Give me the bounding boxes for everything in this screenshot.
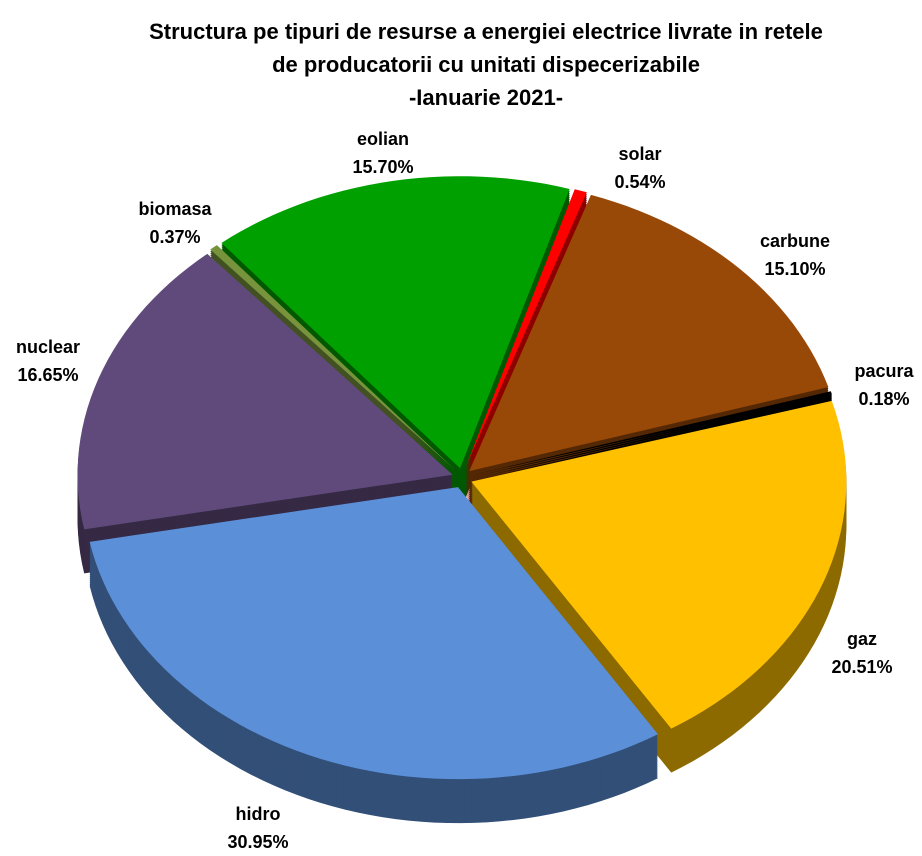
- slice: [471, 391, 832, 476]
- slice: [465, 189, 587, 469]
- slice-label: nuclear: [16, 337, 80, 357]
- slice: [77, 253, 453, 530]
- slice-value-label: 0.18%: [858, 389, 909, 409]
- slice-label: pacura: [854, 361, 914, 381]
- slice: [469, 194, 829, 472]
- slice-label: biomasa: [138, 199, 212, 219]
- slice-label: carbune: [760, 231, 830, 251]
- slice-value-label: 15.70%: [352, 157, 413, 177]
- slice-value-label: 0.54%: [614, 172, 665, 192]
- slice: [210, 245, 456, 471]
- slice-value-label: 0.37%: [149, 227, 200, 247]
- chart-subtitle: -Ianuarie 2021-: [409, 85, 563, 110]
- slice: [471, 400, 847, 729]
- slice-label: eolian: [357, 129, 409, 149]
- slice-value-label: 20.51%: [831, 657, 892, 677]
- slice-value-label: 16.65%: [17, 365, 78, 385]
- slice-value-label: 30.95%: [227, 832, 288, 852]
- chart-title: de producatorii cu unitati dispecerizabi…: [272, 52, 700, 77]
- slice: [89, 487, 658, 780]
- slice-label: solar: [618, 144, 661, 164]
- slice-label: gaz: [847, 629, 877, 649]
- chart-title: Structura pe tipuri de resurse a energie…: [149, 19, 823, 44]
- slice-value-label: 15.10%: [764, 259, 825, 279]
- slice-label: hidro: [236, 804, 281, 824]
- slice: [221, 176, 570, 469]
